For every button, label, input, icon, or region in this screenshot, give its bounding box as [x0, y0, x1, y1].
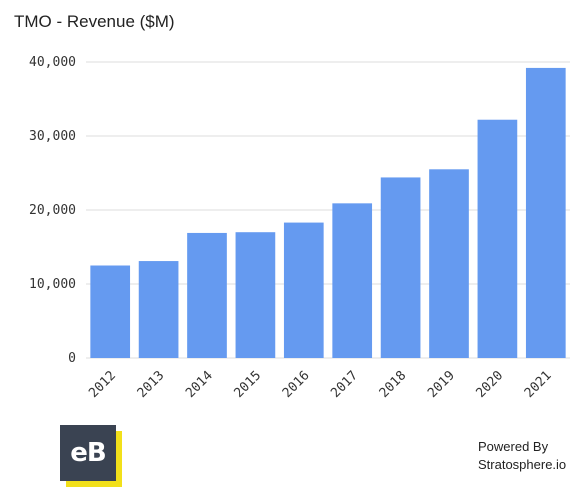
logo-text: eB	[70, 438, 106, 468]
brand-logo: eB	[60, 425, 122, 487]
y-tick-label: 20,000	[29, 203, 76, 218]
x-tick-label: 2016	[280, 368, 313, 401]
bar-2017	[332, 203, 373, 358]
powered-by-brand: Stratosphere.io	[478, 457, 567, 472]
x-tick-label: 2018	[377, 368, 410, 401]
bar-2015	[235, 232, 276, 358]
y-tick-label: 10,000	[29, 277, 76, 292]
chart-title: TMO - Revenue ($M)	[14, 12, 175, 31]
bar-2016	[283, 222, 324, 358]
logo-badge: eB	[60, 425, 116, 481]
x-tick-label: 2013	[135, 368, 168, 401]
bar-2020	[477, 119, 518, 358]
x-tick-label: 2017	[328, 368, 361, 401]
y-axis-ticks: 0 10,000 20,000 30,000 40,000	[29, 55, 76, 366]
x-axis-ticks: 2012 2013 2014 2015 2016 2017 2018 2019 2020 2021	[86, 368, 554, 401]
y-tick-label: 30,000	[29, 129, 76, 144]
bar-2012	[90, 265, 131, 358]
powered-by: Powered By Stratosphere.io	[478, 438, 566, 474]
x-tick-label: 2012	[86, 368, 119, 401]
y-tick-label: 40,000	[29, 55, 76, 70]
y-tick-label: 0	[68, 351, 76, 366]
x-tick-label: 2014	[183, 368, 216, 401]
bar-2014	[187, 232, 227, 358]
x-tick-label: 2021	[522, 368, 555, 401]
x-tick-label: 2019	[425, 368, 458, 401]
bar-2018	[380, 177, 421, 358]
bar-2019	[429, 169, 469, 358]
bars	[90, 67, 566, 359]
powered-by-label: Powered By	[478, 439, 549, 454]
x-tick-label: 2020	[473, 368, 506, 401]
bar-2021	[525, 67, 566, 359]
bar-2013	[138, 261, 179, 358]
x-tick-label: 2015	[231, 368, 264, 401]
